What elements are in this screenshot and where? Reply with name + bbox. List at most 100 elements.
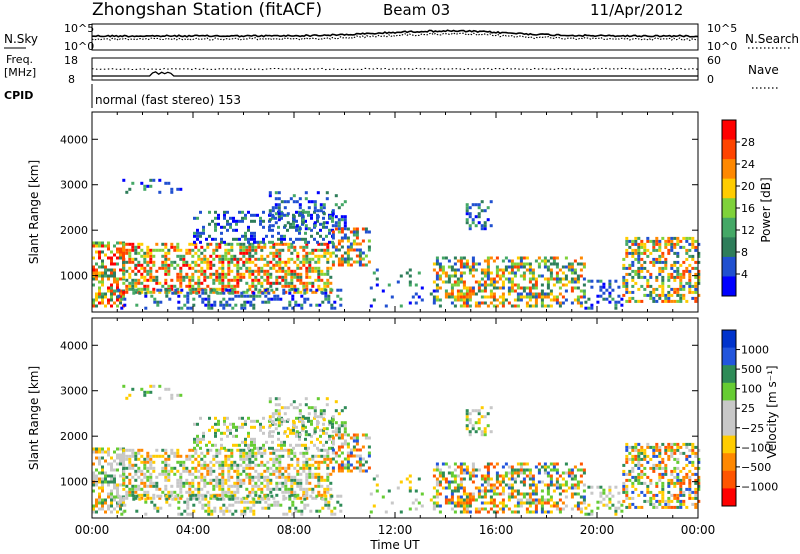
range-cell: [245, 257, 249, 261]
range-cell: [275, 469, 279, 473]
range-cell: [227, 457, 231, 461]
range-cell: [673, 242, 677, 246]
range-cell: [128, 266, 132, 270]
range-cell: [292, 222, 295, 226]
range-cell: [188, 487, 192, 491]
range-cell: [290, 287, 294, 291]
range-cell: [358, 448, 362, 452]
range-cell: [658, 478, 662, 482]
range-cell: [555, 274, 559, 278]
range-cell: [537, 256, 541, 260]
range-cell: [203, 460, 207, 464]
range-cell: [323, 248, 327, 252]
range-cell: [555, 271, 559, 275]
range-cell: [519, 286, 523, 290]
range-cell: [501, 480, 505, 484]
y-tick-label: 4000: [60, 133, 88, 146]
y-tick-label: 1000: [60, 270, 88, 283]
range-cell: [468, 471, 472, 475]
range-cell: [346, 263, 350, 267]
range-cell: [110, 465, 113, 469]
range-cell: [298, 231, 301, 235]
range-cell: [664, 296, 668, 300]
range-cell: [570, 486, 574, 490]
range-cell: [263, 451, 267, 455]
range-cell: [697, 275, 701, 279]
range-cell: [483, 301, 487, 305]
range-cell: [218, 463, 222, 467]
range-cell: [191, 493, 195, 497]
range-cell: [188, 248, 192, 252]
range-cell: [408, 268, 412, 272]
range-cell: [239, 478, 243, 482]
range-cell: [298, 213, 301, 217]
colorbar-tick-label: 500: [741, 363, 762, 376]
noise-search-series: [91, 32, 699, 42]
range-cell: [323, 490, 327, 494]
range-cell: [239, 248, 243, 252]
range-cell: [272, 257, 276, 261]
range-cell: [670, 499, 674, 503]
range-cell: [367, 239, 371, 243]
range-cell: [272, 460, 276, 464]
range-cell: [364, 436, 368, 440]
range-cell: [664, 293, 668, 297]
range-cell: [483, 283, 487, 287]
range-cell: [101, 507, 104, 511]
range-cell: [634, 445, 638, 449]
range-cell: [456, 489, 460, 493]
range-cell: [197, 454, 201, 458]
range-cell: [462, 286, 466, 290]
range-cell: [540, 480, 544, 484]
range-cell: [203, 269, 207, 273]
range-cell: [658, 466, 662, 470]
range-cell: [673, 466, 677, 470]
range-cell: [305, 451, 309, 455]
range-cell: [331, 240, 334, 244]
range-cell: [204, 503, 208, 507]
range-cell: [294, 303, 298, 307]
range-cell: [685, 475, 689, 479]
range-cell: [474, 262, 478, 266]
range-cell: [119, 501, 122, 505]
range-cell: [480, 406, 484, 410]
range-cell: [227, 454, 231, 458]
range-cell: [483, 480, 487, 484]
range-cell: [622, 469, 626, 473]
range-cell: [316, 415, 320, 419]
range-cell: [358, 263, 362, 267]
range-cell: [582, 468, 586, 472]
range-cell: [203, 484, 207, 488]
range-cell: [128, 257, 132, 261]
range-cell: [343, 442, 347, 446]
range-cell: [513, 304, 517, 308]
range-cell: [531, 268, 535, 272]
range-cell: [691, 442, 695, 446]
range-cell: [682, 245, 686, 249]
range-cell: [643, 260, 647, 264]
range-cell: [646, 293, 650, 297]
frequency-series: [92, 71, 698, 77]
range-cell: [602, 491, 606, 495]
range-cell: [570, 301, 574, 305]
range-cell: [158, 496, 162, 500]
range-cell: [310, 406, 314, 410]
range-cell: [243, 303, 247, 307]
range-cell: [113, 271, 116, 275]
range-cell: [483, 474, 487, 478]
range-cell: [456, 295, 460, 299]
range-cell: [688, 448, 692, 452]
range-cell: [558, 507, 562, 511]
range-cell: [694, 275, 698, 279]
range-cell: [676, 457, 680, 461]
range-cell: [302, 463, 306, 467]
range-cell: [152, 469, 156, 473]
range-cell: [253, 231, 256, 235]
range-cell: [242, 272, 246, 276]
range-cell: [304, 416, 307, 420]
range-cell: [122, 469, 126, 473]
range-cell: [113, 507, 116, 511]
range-cell: [137, 493, 141, 497]
